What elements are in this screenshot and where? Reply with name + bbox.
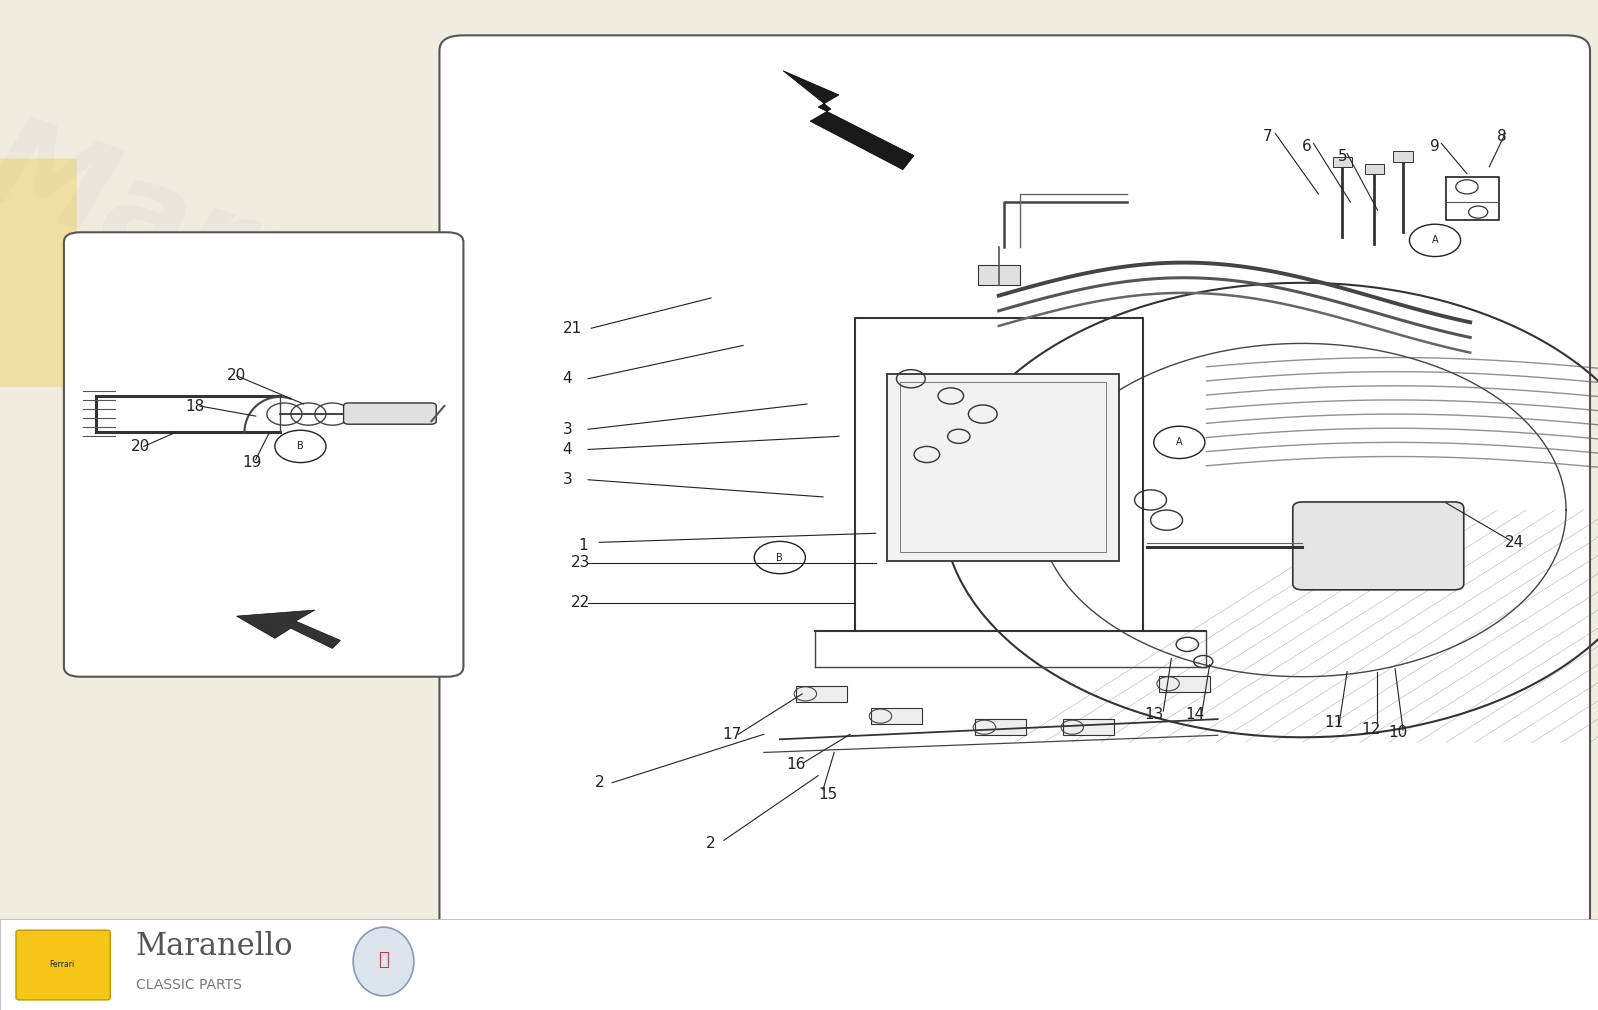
Text: 1: 1: [578, 538, 588, 552]
Text: B: B: [297, 441, 304, 451]
Text: 24: 24: [1505, 535, 1524, 549]
Text: 2: 2: [594, 776, 604, 790]
Text: 22: 22: [570, 596, 590, 610]
Bar: [978, 265, 1020, 285]
Text: PARTS: PARTS: [396, 520, 626, 651]
Text: 3: 3: [562, 422, 572, 436]
Text: Maranello: Maranello: [0, 106, 670, 460]
Text: 21: 21: [562, 321, 582, 335]
Text: Maranello: Maranello: [756, 320, 1545, 589]
Bar: [1393, 152, 1413, 162]
Text: 5: 5: [1338, 149, 1347, 164]
Text: Maranello: Maranello: [484, 625, 1114, 890]
Polygon shape: [783, 71, 914, 170]
Text: 10: 10: [1389, 725, 1408, 739]
FancyBboxPatch shape: [0, 159, 77, 387]
FancyBboxPatch shape: [439, 35, 1590, 934]
Bar: [0, 919, 1598, 1010]
Text: A: A: [1432, 235, 1438, 245]
Text: PARTS: PARTS: [1184, 703, 1437, 812]
Bar: [1063, 719, 1114, 735]
Text: 15: 15: [818, 788, 837, 802]
Text: 4: 4: [562, 372, 572, 386]
Bar: [796, 686, 847, 702]
Text: 11: 11: [1325, 715, 1344, 729]
Text: 23: 23: [570, 556, 590, 570]
Text: 13: 13: [1144, 707, 1163, 721]
Text: 20: 20: [131, 439, 150, 453]
Polygon shape: [237, 610, 340, 648]
Text: 20: 20: [227, 369, 246, 383]
Text: 19: 19: [243, 456, 262, 470]
Text: 3: 3: [562, 473, 572, 487]
Bar: [1333, 157, 1352, 167]
Text: CLASSIC: CLASSIC: [794, 626, 1123, 747]
Text: CLASSIC: CLASSIC: [77, 407, 371, 563]
Text: 8: 8: [1497, 129, 1507, 143]
Text: 7: 7: [1262, 129, 1272, 143]
Text: CLASSIC PARTS: CLASSIC PARTS: [136, 978, 241, 992]
FancyBboxPatch shape: [64, 232, 463, 677]
Bar: [1365, 164, 1384, 174]
Text: 18: 18: [185, 399, 205, 413]
Text: 17: 17: [722, 727, 741, 741]
Bar: [871, 708, 922, 724]
Text: 𝕸: 𝕸: [379, 950, 388, 969]
FancyBboxPatch shape: [344, 403, 436, 424]
Bar: [975, 719, 1026, 735]
Ellipse shape: [353, 927, 414, 996]
Bar: [900, 382, 1106, 552]
Text: 16: 16: [786, 758, 805, 772]
Text: 6: 6: [1302, 139, 1312, 154]
Text: 2: 2: [706, 836, 716, 850]
Text: 9: 9: [1430, 139, 1440, 154]
FancyBboxPatch shape: [1293, 502, 1464, 590]
Text: CLASSIC PARTS: CLASSIC PARTS: [561, 841, 1037, 977]
Text: Ferrari: Ferrari: [50, 961, 75, 969]
Text: B: B: [777, 552, 783, 563]
Text: 12: 12: [1361, 722, 1381, 736]
Text: A: A: [1176, 437, 1183, 447]
Bar: [1159, 676, 1210, 692]
Text: 4: 4: [562, 442, 572, 457]
Text: Maranello: Maranello: [136, 931, 294, 962]
FancyBboxPatch shape: [16, 930, 110, 1000]
Text: 14: 14: [1186, 707, 1205, 721]
Bar: [887, 374, 1119, 561]
